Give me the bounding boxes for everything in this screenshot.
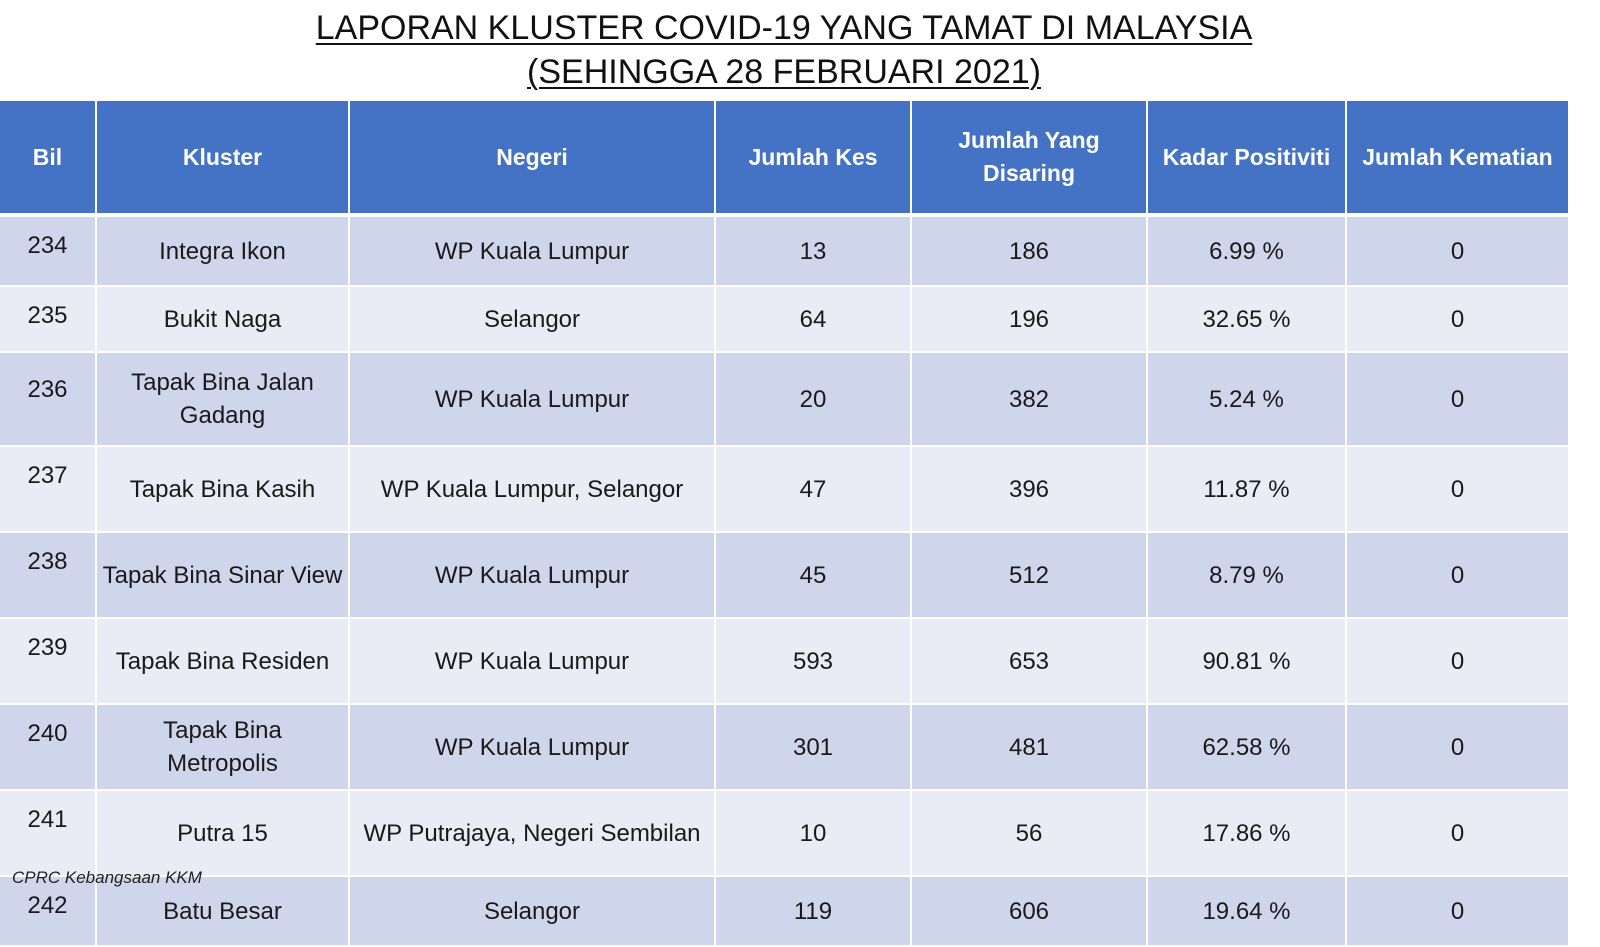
cell-kadar-positiviti: 90.81 % — [1148, 619, 1347, 705]
cell-bil: 239 — [0, 619, 97, 705]
table-row: 237 Tapak Bina Kasih WP Kuala Lumpur, Se… — [0, 447, 1568, 533]
cell-jumlah-disaring: 512 — [912, 533, 1148, 619]
header-kluster: Kluster — [97, 101, 350, 217]
cell-negeri: Selangor — [350, 287, 716, 353]
cell-jumlah-disaring: 56 — [912, 791, 1148, 877]
cell-negeri: WP Kuala Lumpur — [350, 353, 716, 447]
title-line-1: LAPORAN KLUSTER COVID-19 YANG TAMAT DI M… — [315, 9, 1253, 47]
cell-jumlah-disaring: 606 — [912, 877, 1148, 947]
cell-bil: 237 — [0, 447, 97, 533]
cell-kadar-positiviti: 62.58 % — [1148, 705, 1347, 791]
cell-negeri: WP Kuala Lumpur — [350, 533, 716, 619]
title-line-2: (SEHINGGA 28 FEBRUARI 2021) — [527, 53, 1041, 91]
cell-kadar-positiviti: 19.64 % — [1148, 877, 1347, 947]
header-jumlah-kes: Jumlah Kes — [716, 101, 912, 217]
cell-jumlah-disaring: 196 — [912, 287, 1148, 353]
cell-kadar-positiviti: 5.24 % — [1148, 353, 1347, 447]
cell-jumlah-kematian: 0 — [1347, 533, 1568, 619]
cell-jumlah-kematian: 0 — [1347, 217, 1568, 287]
cell-jumlah-kematian: 0 — [1347, 877, 1568, 947]
cell-jumlah-kes: 64 — [716, 287, 912, 353]
cell-kadar-positiviti: 8.79 % — [1148, 533, 1347, 619]
header-jumlah-kematian: Jumlah Kematian — [1347, 101, 1568, 217]
cell-jumlah-kematian: 0 — [1347, 705, 1568, 791]
table-row: 242 Batu Besar Selangor 119 606 19.64 % … — [0, 877, 1568, 947]
cell-bil: 240 — [0, 705, 97, 791]
cell-kadar-positiviti: 32.65 % — [1148, 287, 1347, 353]
cell-kluster: Tapak Bina Sinar View — [97, 533, 350, 619]
table-row: 234 Integra Ikon WP Kuala Lumpur 13 186 … — [0, 217, 1568, 287]
table-row: 240 Tapak Bina Metropolis WP Kuala Lumpu… — [0, 705, 1568, 791]
header-bil: Bil — [0, 101, 97, 217]
header-jumlah-disaring: Jumlah Yang Disaring — [912, 101, 1148, 217]
table-row: 236 Tapak Bina Jalan Gadang WP Kuala Lum… — [0, 353, 1568, 447]
cell-jumlah-disaring: 481 — [912, 705, 1148, 791]
cell-jumlah-kematian: 0 — [1347, 353, 1568, 447]
cell-jumlah-kes: 593 — [716, 619, 912, 705]
cluster-report-table: Bil Kluster Negeri Jumlah Kes Jumlah Yan… — [0, 101, 1568, 947]
cell-bil: 241 — [0, 791, 97, 877]
cell-negeri: WP Kuala Lumpur — [350, 217, 716, 287]
cell-negeri: WP Putrajaya, Negeri Sembilan — [350, 791, 716, 877]
table-header-row: Bil Kluster Negeri Jumlah Kes Jumlah Yan… — [0, 101, 1568, 217]
cell-negeri: WP Kuala Lumpur, Selangor — [350, 447, 716, 533]
cell-jumlah-kes: 10 — [716, 791, 912, 877]
cell-jumlah-kes: 301 — [716, 705, 912, 791]
cell-kluster: Putra 15 — [97, 791, 350, 877]
cell-bil: 238 — [0, 533, 97, 619]
header-kadar-positiviti: Kadar Positiviti — [1148, 101, 1347, 217]
cell-bil: 236 — [0, 353, 97, 447]
cell-kluster: Tapak Bina Metropolis — [97, 705, 350, 791]
cell-jumlah-disaring: 653 — [912, 619, 1148, 705]
table-row: 235 Bukit Naga Selangor 64 196 32.65 % 0 — [0, 287, 1568, 353]
cell-jumlah-disaring: 396 — [912, 447, 1148, 533]
table-row: 241 Putra 15 WP Putrajaya, Negeri Sembil… — [0, 791, 1568, 877]
table-row: 238 Tapak Bina Sinar View WP Kuala Lumpu… — [0, 533, 1568, 619]
cell-kadar-positiviti: 6.99 % — [1148, 217, 1347, 287]
cell-kluster: Tapak Bina Residen — [97, 619, 350, 705]
cell-bil: 235 — [0, 287, 97, 353]
cell-kluster: Integra Ikon — [97, 217, 350, 287]
cell-jumlah-kematian: 0 — [1347, 447, 1568, 533]
cell-jumlah-kematian: 0 — [1347, 287, 1568, 353]
cell-jumlah-kes: 13 — [716, 217, 912, 287]
cell-jumlah-kes: 20 — [716, 353, 912, 447]
source-footnote: CPRC Kebangsaan KKM — [12, 868, 202, 887]
cell-negeri: Selangor — [350, 877, 716, 947]
cell-kluster: Bukit Naga — [97, 287, 350, 353]
cell-jumlah-disaring: 186 — [912, 217, 1148, 287]
page-title: LAPORAN KLUSTER COVID-19 YANG TAMAT DI M… — [0, 6, 1568, 94]
cell-kadar-positiviti: 11.87 % — [1148, 447, 1347, 533]
cell-jumlah-kematian: 0 — [1347, 791, 1568, 877]
header-negeri: Negeri — [350, 101, 716, 217]
cell-jumlah-disaring: 382 — [912, 353, 1148, 447]
cell-negeri: WP Kuala Lumpur — [350, 705, 716, 791]
cell-jumlah-kes: 119 — [716, 877, 912, 947]
cell-kluster: Tapak Bina Kasih — [97, 447, 350, 533]
cell-jumlah-kematian: 0 — [1347, 619, 1568, 705]
cell-kadar-positiviti: 17.86 % — [1148, 791, 1347, 877]
cell-bil: 234 — [0, 217, 97, 287]
cell-negeri: WP Kuala Lumpur — [350, 619, 716, 705]
cell-jumlah-kes: 47 — [716, 447, 912, 533]
cell-kluster: Tapak Bina Jalan Gadang — [97, 353, 350, 447]
cell-jumlah-kes: 45 — [716, 533, 912, 619]
table-row: 239 Tapak Bina Residen WP Kuala Lumpur 5… — [0, 619, 1568, 705]
